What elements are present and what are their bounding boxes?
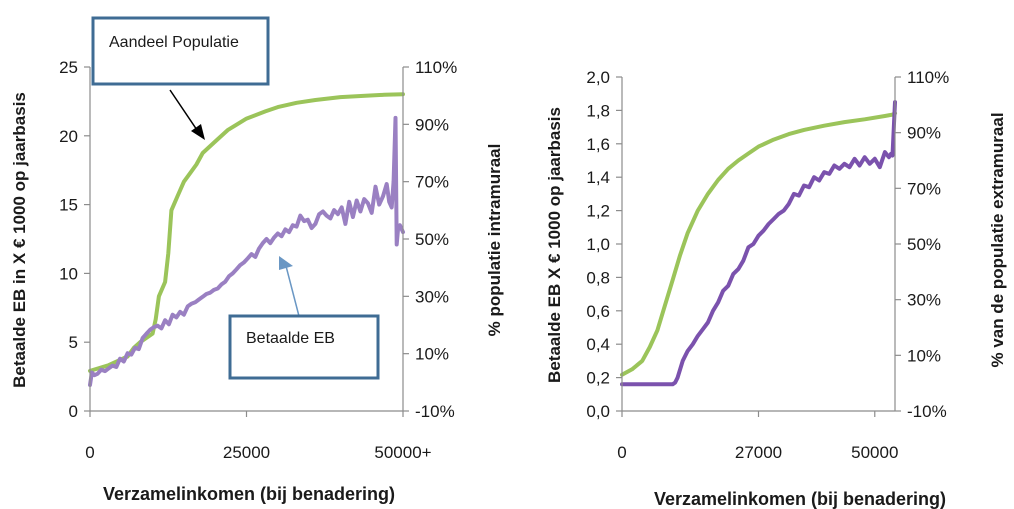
right-y-tick-label: -10% [415, 402, 455, 421]
right-y-tick-label: 30% [415, 287, 449, 306]
callout-arrow-line [285, 265, 301, 321]
callout-arrow-head [191, 124, 205, 140]
right-y-tick-label: 10% [907, 346, 941, 365]
right-y-tick-label: 90% [415, 115, 449, 134]
right-y-tick-label: 70% [907, 179, 941, 198]
left-y-axis-label: Betaalde EB in X € 1000 op jaarbasis [10, 92, 29, 388]
left-y-tick-label: 5 [69, 333, 78, 352]
series-line-betaalde-eb [88, 115, 405, 387]
left-y-tick-label: 0,6 [586, 302, 610, 321]
x-axis-label: Verzamelinkomen (bij benadering) [654, 489, 946, 509]
callout-line-1: Aandeel Populatie [109, 34, 239, 51]
left-y-tick-label: 1,0 [586, 235, 610, 254]
left-y-tick-label: 1,2 [586, 202, 610, 221]
series-line-population [620, 111, 897, 377]
x-tick-label: 50000 [851, 443, 898, 462]
callout-arrow-head [279, 256, 293, 270]
left-y-tick-label: 20 [59, 127, 78, 146]
left-y-tick-label: 0 [69, 402, 78, 421]
callout-aandeel-populatie: Aandeel Populatie [91, 16, 270, 140]
right-y-tick-label: 110% [907, 68, 949, 87]
left-y-axis-label: Betaalde EB X € 1000 op jaarbasis [545, 107, 564, 383]
left-y-tick-label: 2,0 [586, 68, 610, 87]
chart-intramuraal: 0 5 10 15 20 25 -10% 10% 30% 50% 70% 90% 110% 0 25000 5… [10, 16, 504, 504]
left-y-tick-label: 0,8 [586, 268, 610, 287]
x-tick-label: 0 [617, 443, 626, 462]
callout-betaalde-eb: Betaalde EB [228, 256, 380, 380]
right-y-tick-label: 110% [415, 58, 457, 77]
right-y-tick-label: 90% [907, 124, 941, 143]
right-y-tick-label: 10% [415, 345, 449, 364]
callout-text-betaalde-eb: Betaalde EB [246, 330, 335, 347]
right-y-axis-label: % van de populatie extramuraal [988, 112, 1007, 367]
left-y-tick-label: 0,4 [586, 335, 610, 354]
callout-arrow-line [169, 89, 200, 134]
series-line-betaalde-eb [620, 100, 897, 387]
right-y-tick-label: -10% [907, 402, 947, 421]
right-y-axis-label: % populatie intramuraal [485, 144, 504, 337]
right-y-tick-label: 30% [907, 291, 941, 310]
right-y-tick-label: 50% [907, 235, 941, 254]
left-y-tick-label: 25 [59, 58, 78, 77]
right-y-tick-label: 70% [415, 173, 449, 192]
right-y-tick-label: 50% [415, 230, 449, 249]
left-y-tick-label: 10 [59, 264, 78, 283]
left-y-tick-label: 0,2 [586, 369, 610, 388]
x-axis-label: Verzamelinkomen (bij benadering) [103, 484, 395, 504]
left-y-tick-label: 1,4 [586, 168, 610, 187]
x-tick-label: 0 [85, 443, 94, 462]
x-tick-label: 25000 [223, 443, 270, 462]
x-tick-label: 27000 [735, 443, 782, 462]
x-tick-label: 50000+ [374, 443, 431, 462]
left-y-tick-label: 0,0 [586, 402, 610, 421]
left-y-tick-label: 1,8 [586, 101, 610, 120]
left-y-tick-label: 15 [59, 196, 78, 215]
left-y-tick-label: 1,6 [586, 135, 610, 154]
chart-extramuraal: 0,0 0,2 0,4 0,6 0,8 1,0 1,2 1,4 1,6 1,8 2,0 -10% 10%… [545, 68, 1007, 509]
